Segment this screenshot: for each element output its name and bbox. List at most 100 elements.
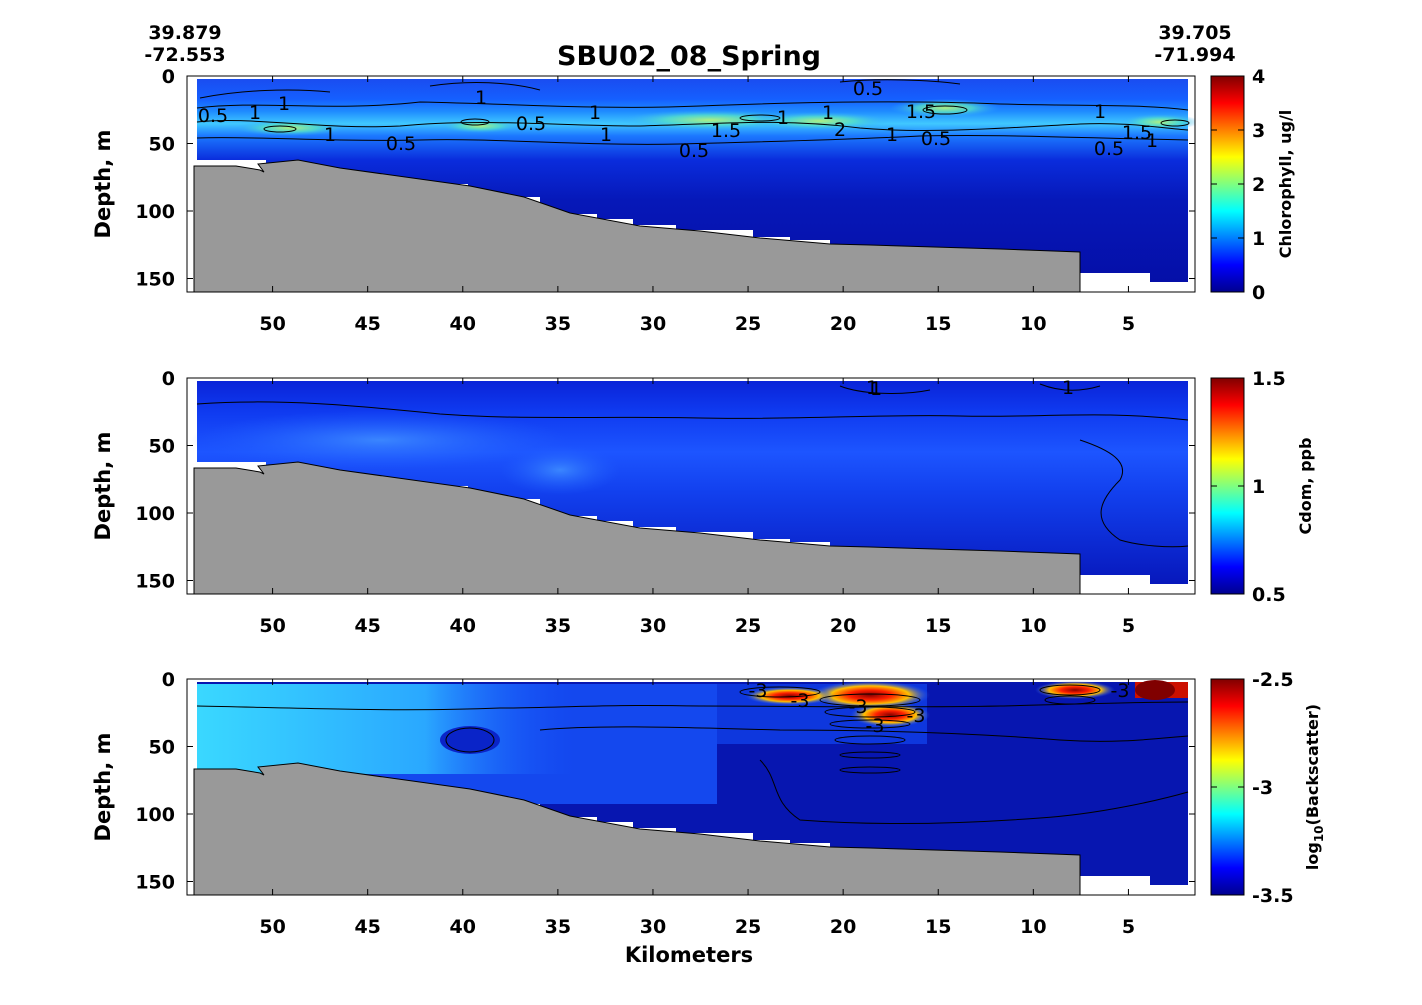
x-tick-label: 10 [1020,916,1046,938]
contour-label: 0.5 [1094,138,1124,160]
contour-label: 0.5 [386,133,416,155]
contour-label: 1 [1146,130,1158,152]
backscatter-field: -3 -3 -3-3 -3-3 [193,680,1189,895]
x-axis-label: Kilometers [625,943,753,967]
backscatter-axes-frame [186,678,1196,896]
x-tick-label: 30 [640,916,666,938]
backscatter-colorbar-label-log: log [1303,842,1322,870]
colorbar-tick-label: 1 [1252,228,1265,250]
y-tick-label: 150 [135,269,175,291]
contour-label: 1 [249,102,261,124]
x-tick-label: 15 [925,615,951,637]
y-tick-label: 0 [162,368,175,390]
x-tick-label: 50 [259,615,285,637]
x-tick-label: 5 [1122,313,1135,335]
x-tick-label: 35 [545,916,571,938]
x-tick-label: 40 [450,615,476,637]
contour-label: 1 [1094,101,1106,123]
x-tick-label: 35 [545,615,571,637]
contour-label: 0.5 [853,78,883,100]
y-tick-label: 0 [162,66,175,88]
colorbar-tick-label: 0 [1252,282,1265,304]
contour-label: 1.5 [711,120,741,142]
cdom-axes-frame [186,377,1196,595]
y-tick-label: 150 [135,872,175,894]
contour-label: 1 [777,107,789,129]
contour-label: -3 [849,696,868,718]
y-tick-label: 50 [149,134,175,156]
x-tick-label: 45 [354,313,380,335]
x-tick-label: 45 [354,615,380,637]
contour-label: 1.5 [1122,122,1152,144]
contour-label: 2 [834,119,846,141]
contour-label: 1 [475,87,487,109]
x-tick-label: 25 [735,916,761,938]
contour-label: 1 [600,124,612,146]
y-tick-label: 100 [135,804,175,826]
contour-label: 1 [870,378,882,400]
x-tick-label: 40 [450,916,476,938]
x-tick-label: 20 [830,615,856,637]
contour-label: -3 [791,690,810,712]
panel-backscatter: -3 -3 -3-3 -3-3 50 45 40 35 30 25 20 15 10 505010015… [91,669,1326,938]
x-tick-label: 45 [354,916,380,938]
colorbar-tick-label: 1.5 [1252,368,1286,390]
contour-label: 1 [324,124,336,146]
colorbar-tick-label: -3 [1252,777,1273,799]
x-tick-label: 10 [1020,313,1046,335]
x-tick-label: 50 [259,313,285,335]
backscatter-colorbar-ticks: -2.5 -3 -3.5 [1211,669,1294,907]
x-tick-label: 15 [925,313,951,335]
contour-label: -3 [749,680,768,702]
start-longitude: -72.553 [144,44,225,66]
chlorophyll-y-axis-label: Depth, m [91,130,115,239]
backscatter-colorbar-label-sub: 10 [1312,825,1326,842]
chlorophyll-axes-frame [186,75,1196,293]
y-tick-label: 50 [149,436,175,458]
cdom-colorbar-ticks: 0.5 1 1.5 [1211,368,1286,606]
contour-label: -3 [907,705,926,727]
colorbar-tick-label: 0.5 [1252,584,1286,606]
contour-label: 1 [589,102,601,124]
colorbar-tick-label: 3 [1252,120,1265,142]
x-tick-label: 10 [1020,615,1046,637]
backscatter-y-axis-label: Depth, m [91,733,115,842]
x-tick-label: 20 [830,313,856,335]
cdom-colorbar-label: Cdom, ppb [1296,438,1315,535]
y-tick-label: 0 [162,669,175,691]
x-tick-label: 5 [1122,916,1135,938]
x-tick-label: 25 [735,615,761,637]
x-tick-label: 35 [545,313,571,335]
contour-label: 0.5 [198,105,228,127]
figure-title: SBU02_08_Spring [557,41,821,72]
x-tick-label: 30 [640,313,666,335]
colorbar-tick-label: 1 [1252,476,1265,498]
contour-label: 1 [866,377,878,399]
contour-label: -3 [866,715,885,737]
colorbar-tick-label: -3.5 [1252,885,1294,907]
y-tick-label: 100 [135,503,175,525]
start-latitude: 39.879 [148,22,221,44]
x-tick-label: 25 [735,313,761,335]
y-tick-label: 100 [135,201,175,223]
cdom-field: 11 1 [190,377,1189,594]
x-tick-label: 15 [925,916,951,938]
contour-label: 1 [1062,377,1074,399]
contour-label: 1 [822,102,834,124]
y-tick-label: 50 [149,737,175,759]
x-tick-label: 30 [640,615,666,637]
contour-label: 1 [278,93,290,115]
y-tick-label: 150 [135,571,175,593]
chlorophyll-colorbar-ticks: 0 1 2 3 4 [1211,66,1265,304]
colorbar-tick-label: 4 [1252,66,1265,88]
contour-label: 1 [886,124,898,146]
colorbar-tick-label: -2.5 [1252,669,1294,691]
contour-label: -3 [1111,680,1130,702]
